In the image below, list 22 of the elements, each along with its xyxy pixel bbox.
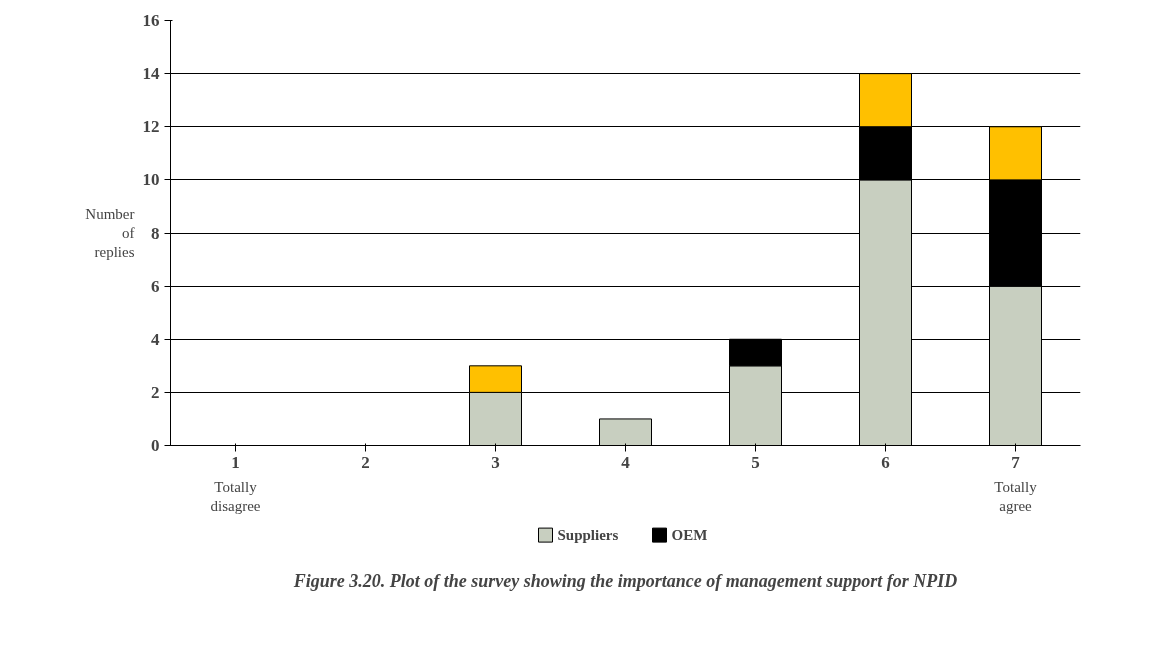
y-axis-title: Number of replies xyxy=(85,205,135,261)
y-tick-label: 6 xyxy=(151,276,160,296)
y-tick-label: 2 xyxy=(151,382,160,402)
x-tick-label: 1 xyxy=(231,452,240,472)
text: Totally disagree xyxy=(210,479,261,515)
legend-label: Suppliers xyxy=(557,527,619,544)
x-tick-label: 4 xyxy=(621,452,631,472)
x-tick-label: 6 xyxy=(881,452,890,472)
y-tick-label: 4 xyxy=(151,329,160,349)
y-tick-label: 0 xyxy=(151,436,160,455)
legend-label: OEM xyxy=(671,527,708,544)
y-tick-label: 8 xyxy=(151,223,160,243)
y-tick-label: 16 xyxy=(142,11,160,30)
x-tick-label: 3 xyxy=(491,452,500,472)
x-tick-label: 2 xyxy=(361,452,370,472)
x-tick-label: 5 xyxy=(751,452,760,472)
y-tick-label: 12 xyxy=(142,117,160,137)
y-tick-label: 14 xyxy=(142,64,160,84)
y-tick-label: 10 xyxy=(142,170,160,190)
caption: Figure 3.20. Plot of the survey showing the importance of management support for NPID xyxy=(292,571,958,591)
text: Totally agree xyxy=(994,479,1038,515)
x-tick-label: 7 xyxy=(1011,452,1021,472)
